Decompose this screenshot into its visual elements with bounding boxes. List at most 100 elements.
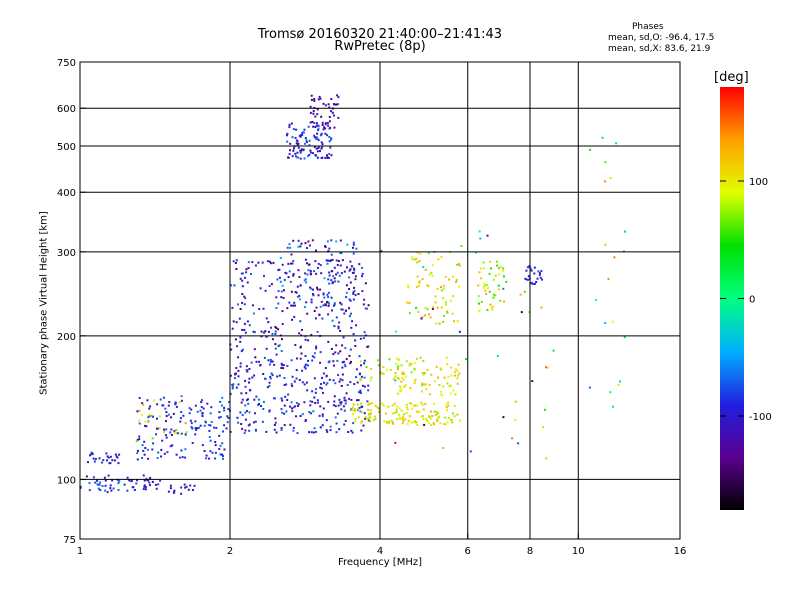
data-point <box>234 338 237 341</box>
data-point <box>383 419 386 422</box>
data-point <box>218 416 221 419</box>
data-point <box>143 479 146 482</box>
data-point <box>218 448 221 450</box>
data-point <box>349 362 352 365</box>
data-point <box>418 260 421 263</box>
data-point <box>247 261 250 264</box>
data-point <box>88 482 91 484</box>
data-point <box>443 314 446 317</box>
data-point <box>404 384 407 387</box>
data-point <box>309 151 312 154</box>
data-point <box>438 384 441 387</box>
data-point <box>490 306 493 309</box>
data-point <box>275 353 278 356</box>
data-point <box>369 417 372 419</box>
data-point <box>218 411 221 413</box>
data-point <box>324 245 327 248</box>
data-point <box>209 450 212 453</box>
data-point <box>395 410 398 413</box>
data-point <box>283 377 286 379</box>
data-point <box>364 417 367 420</box>
data-point <box>422 408 425 411</box>
data-point <box>363 412 366 415</box>
data-point <box>352 246 354 249</box>
data-point <box>340 408 343 411</box>
data-point <box>480 267 482 270</box>
data-point <box>354 294 357 297</box>
data-point <box>151 480 154 483</box>
data-point <box>279 280 282 283</box>
data-point <box>359 410 362 413</box>
data-point <box>397 392 400 395</box>
data-point <box>265 430 268 433</box>
data-point <box>144 486 147 488</box>
data-point <box>165 415 168 417</box>
data-point <box>336 103 339 106</box>
data-point <box>395 408 398 411</box>
data-point <box>434 413 437 416</box>
data-point <box>140 414 143 417</box>
data-point <box>327 259 330 262</box>
data-point <box>167 413 170 416</box>
data-point <box>111 459 114 462</box>
data-point <box>353 420 356 423</box>
colorbar-tick-label: 0 <box>749 295 755 306</box>
data-point <box>167 490 170 493</box>
data-point <box>358 407 361 410</box>
data-point <box>169 445 172 448</box>
data-point <box>457 374 460 377</box>
data-point <box>150 414 153 417</box>
data-point <box>533 266 536 269</box>
data-point <box>421 384 424 387</box>
data-point <box>138 409 141 412</box>
data-point <box>245 392 248 395</box>
data-point <box>193 484 196 487</box>
data-point <box>281 263 284 266</box>
data-point <box>455 280 458 283</box>
data-point <box>310 333 313 336</box>
data-point <box>333 325 336 328</box>
data-point <box>324 303 327 306</box>
data-point <box>335 259 338 262</box>
data-point <box>151 415 154 418</box>
data-point <box>315 138 318 140</box>
data-point <box>239 336 242 339</box>
data-point <box>179 417 182 420</box>
data-point <box>223 409 226 412</box>
data-point <box>442 284 445 287</box>
data-point <box>198 426 200 429</box>
data-point <box>298 276 301 278</box>
data-point <box>436 412 439 415</box>
data-point <box>367 389 370 392</box>
data-point <box>244 404 247 407</box>
data-point <box>272 397 275 400</box>
data-point <box>79 485 82 488</box>
data-point <box>448 278 451 281</box>
data-point <box>200 399 203 402</box>
data-point <box>152 442 155 445</box>
data-point <box>315 122 318 125</box>
data-point <box>247 398 249 401</box>
data-point <box>310 301 313 304</box>
data-point <box>350 312 352 315</box>
data-point <box>281 323 284 326</box>
data-point <box>172 412 175 415</box>
data-point <box>328 282 331 285</box>
data-point <box>426 419 429 422</box>
data-point <box>165 420 167 423</box>
data-point <box>538 273 541 276</box>
data-point <box>163 428 165 431</box>
data-point <box>219 444 222 447</box>
data-point <box>456 320 459 323</box>
data-point <box>235 386 238 389</box>
data-point <box>416 251 419 254</box>
data-point <box>107 474 110 477</box>
data-point <box>440 306 443 309</box>
data-point <box>492 278 495 281</box>
data-point <box>304 338 307 341</box>
data-point <box>449 392 452 395</box>
data-point <box>452 295 455 298</box>
data-point <box>144 488 147 491</box>
data-point <box>138 419 141 422</box>
data-point <box>227 408 230 410</box>
